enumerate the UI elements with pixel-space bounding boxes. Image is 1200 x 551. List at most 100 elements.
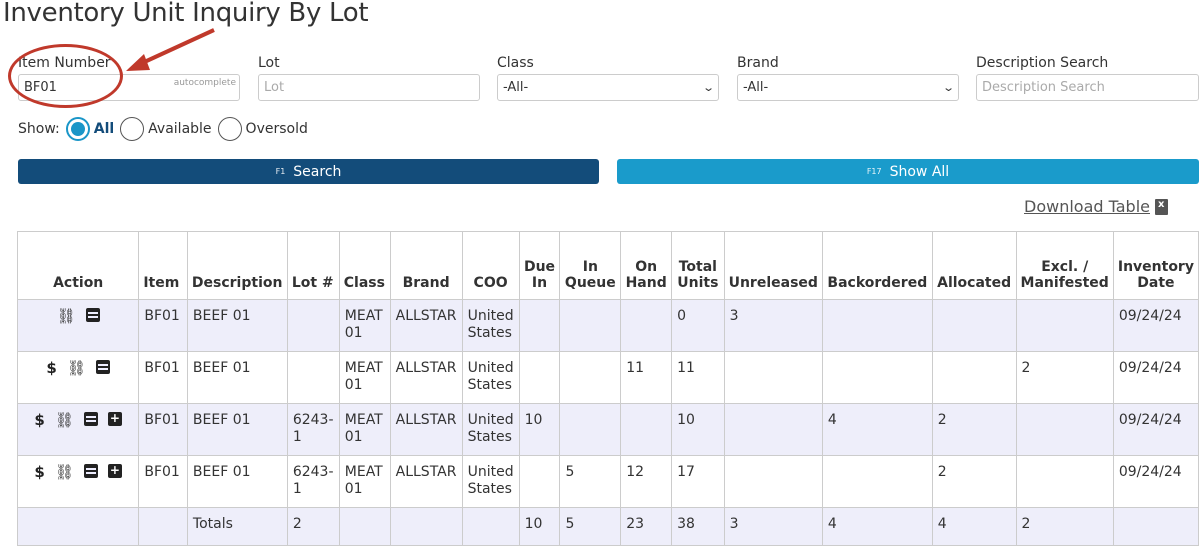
table-row: ⛓ BF01 BEEF 01 MEAT 01 ALLSTAR United St… xyxy=(16,299,1200,352)
col-unreleased[interactable]: Unreleased xyxy=(723,231,823,300)
radio-all[interactable] xyxy=(65,117,90,141)
col-item[interactable]: Item xyxy=(138,231,188,300)
col-allocated[interactable]: Allocated xyxy=(931,231,1017,300)
col-total-units[interactable]: Total Units xyxy=(671,231,725,300)
lot-field-group: Lot xyxy=(258,55,480,101)
show-all-button[interactable]: F17 Show All xyxy=(617,159,1199,184)
dollar-icon[interactable]: $ xyxy=(34,411,45,429)
cell-excl-manifested xyxy=(1015,299,1114,352)
show-all-shortcut-key: F17 xyxy=(866,167,882,176)
table-header-row: Action Item Description Lot # Class Bran… xyxy=(16,231,1200,300)
description-search-label: Description Search xyxy=(976,55,1109,71)
cell-unreleased xyxy=(723,351,823,404)
cell-class: MEAT 01 xyxy=(338,455,391,508)
class-field-group: Class -All- ⌄ xyxy=(497,55,719,101)
lot-input-box[interactable] xyxy=(258,74,480,101)
col-lot[interactable]: Lot # xyxy=(286,231,340,300)
radio-available[interactable] xyxy=(120,117,145,141)
cell-on-hand xyxy=(620,403,673,456)
calendar-icon[interactable] xyxy=(85,308,100,322)
description-search-input[interactable] xyxy=(982,80,1193,95)
calendar-icon[interactable] xyxy=(95,360,110,374)
col-description[interactable]: Description xyxy=(186,231,288,300)
calendar-icon[interactable] xyxy=(83,412,98,426)
radio-oversold-label[interactable]: Oversold xyxy=(245,121,308,137)
cell-coo: United States xyxy=(461,299,520,352)
col-class[interactable]: Class xyxy=(338,231,391,300)
show-all-button-label: Show All xyxy=(889,163,950,180)
cell-empty xyxy=(389,507,463,546)
boxes-icon[interactable]: ⛓ xyxy=(66,359,86,377)
download-table-label: Download Table xyxy=(1024,197,1150,216)
cell-empty xyxy=(461,507,520,546)
cell-class: MEAT 01 xyxy=(338,299,391,352)
cell-unreleased: 3 xyxy=(723,299,823,352)
col-action[interactable]: Action xyxy=(16,231,140,300)
download-table-link[interactable]: Download Table xyxy=(1024,197,1168,216)
cell-excl-manifested: 2 xyxy=(1015,351,1114,404)
cell-empty xyxy=(338,507,391,546)
cell-inventory-date: 09/24/24 xyxy=(1112,455,1200,508)
cell-on-hand: 11 xyxy=(620,351,673,404)
inventory-table: Action Item Description Lot # Class Bran… xyxy=(16,231,1200,546)
cell-lot xyxy=(286,351,340,404)
col-inventory-date[interactable]: Inventory Date xyxy=(1112,231,1200,300)
dollar-icon[interactable]: $ xyxy=(34,463,45,481)
description-input-box[interactable] xyxy=(976,74,1199,101)
cell-due-in xyxy=(518,299,561,352)
total-allocated: 4 xyxy=(931,507,1017,546)
cell-total-units: 10 xyxy=(671,403,725,456)
cell-item: BF01 xyxy=(138,403,188,456)
col-excl-manifested[interactable]: Excl. / Manifested xyxy=(1015,231,1114,300)
cell-excl-manifested xyxy=(1015,455,1114,508)
table-row: $⛓ BF01 BEEF 01 6243-1 MEAT 01 ALLSTAR U… xyxy=(16,455,1200,508)
cell-empty xyxy=(1112,507,1200,546)
boxes-icon[interactable]: ⛓ xyxy=(54,463,74,481)
boxes-icon[interactable]: ⛓ xyxy=(56,307,76,325)
class-select[interactable]: -All- ⌄ xyxy=(497,74,719,101)
radio-available-label[interactable]: Available xyxy=(148,121,212,137)
cell-brand: ALLSTAR xyxy=(389,403,463,456)
dollar-icon[interactable]: $ xyxy=(46,359,57,377)
total-lot: 2 xyxy=(286,507,340,546)
cell-on-hand xyxy=(620,299,673,352)
col-on-hand[interactable]: On Hand xyxy=(620,231,673,300)
excel-file-icon xyxy=(1155,198,1168,215)
search-button[interactable]: F1 Search xyxy=(18,159,599,184)
radio-oversold[interactable] xyxy=(217,117,242,141)
boxes-icon[interactable]: ⛓ xyxy=(54,411,74,429)
row-actions: $ ⛓ xyxy=(16,351,140,404)
calendar-plus-icon[interactable] xyxy=(107,411,122,426)
class-selected-value: -All- xyxy=(503,80,529,95)
page-title: Inventory Unit Inquiry By Lot xyxy=(3,0,369,28)
col-coo[interactable]: COO xyxy=(461,231,520,300)
total-backordered: 4 xyxy=(821,507,933,546)
col-backordered[interactable]: Backordered xyxy=(821,231,933,300)
cell-in-queue xyxy=(559,403,622,456)
brand-select[interactable]: -All- ⌄ xyxy=(737,74,959,101)
cell-due-in xyxy=(518,455,561,508)
row-actions: $ ⛓ xyxy=(16,403,140,456)
radio-all-label[interactable]: All xyxy=(93,121,115,137)
calendar-plus-icon[interactable] xyxy=(107,463,122,478)
col-due-in[interactable]: Due In xyxy=(518,231,561,300)
col-brand[interactable]: Brand xyxy=(389,231,463,300)
brand-label: Brand xyxy=(737,55,779,71)
cell-total-units: 11 xyxy=(671,351,725,404)
cell-backordered xyxy=(821,299,933,352)
cell-inventory-date: 09/24/24 xyxy=(1112,403,1200,456)
cell-item: BF01 xyxy=(138,351,188,404)
total-on-hand: 23 xyxy=(620,507,673,546)
cell-allocated: 2 xyxy=(931,403,1017,456)
col-in-queue[interactable]: In Queue xyxy=(559,231,622,300)
cell-backordered: 4 xyxy=(821,403,933,456)
total-excl-manifested: 2 xyxy=(1015,507,1114,546)
cell-lot xyxy=(286,299,340,352)
cell-description: BEEF 01 xyxy=(186,403,288,456)
calendar-icon[interactable] xyxy=(83,464,98,478)
totals-row: Totals 2 10 5 23 38 3 4 4 2 xyxy=(16,507,1200,546)
description-field-group: Description Search xyxy=(976,55,1199,101)
totals-label: Totals xyxy=(186,507,288,546)
table-row: $⛓ BF01 BEEF 01 6243-1 MEAT 01 ALLSTAR U… xyxy=(16,403,1200,456)
lot-input[interactable] xyxy=(264,80,474,95)
